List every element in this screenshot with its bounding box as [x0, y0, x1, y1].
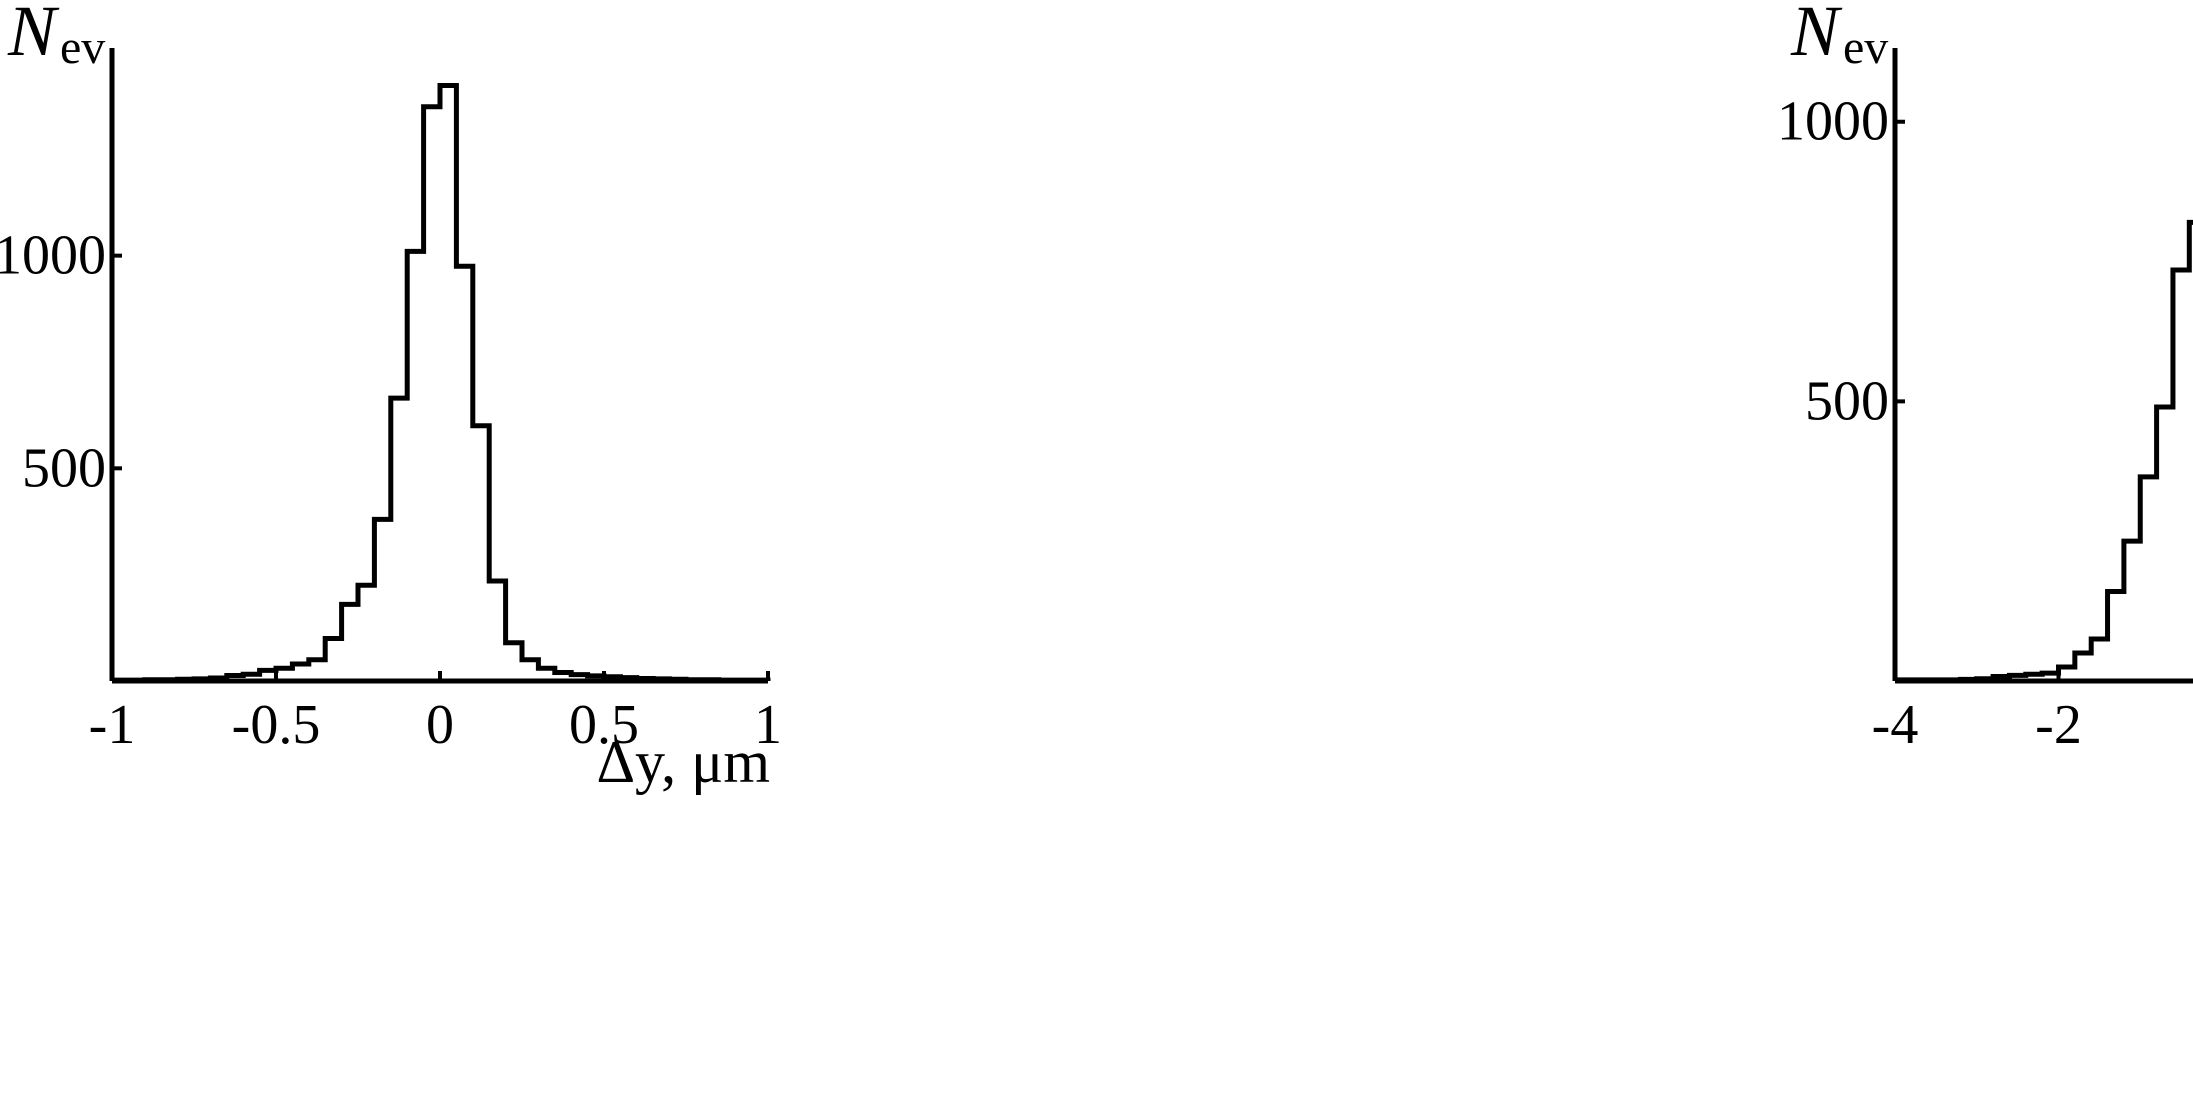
histogram-bin [292, 664, 308, 681]
histogram-bin [2075, 653, 2091, 681]
right-histogram-panel: -4-20245001000NevΔz, μm [1096, 0, 2193, 1115]
histogram-bin [571, 675, 587, 681]
y-tick-label: 1000 [0, 225, 106, 287]
histogram-bin [325, 638, 341, 681]
y-axis-label: N [7, 0, 60, 71]
dy-histogram: -1 -0.5 0 0.5 1 500 1000 N ev Δy, μm [0, 0, 782, 795]
histogram-bin [145, 680, 161, 681]
x-axis-label: Δy, μm [596, 729, 770, 795]
histogram-bin [342, 604, 358, 681]
x-tick-label: 1 [754, 694, 782, 756]
histogram-bin [702, 680, 718, 681]
y-tick-label: 1000 [1777, 91, 1889, 153]
x-tick-label: 0.5 [569, 694, 639, 756]
histogram-bin [735, 680, 751, 681]
histogram-bin [2059, 667, 2075, 681]
histogram-bin [2009, 675, 2025, 681]
histogram-bin [588, 676, 604, 681]
histogram-bin [2189, 222, 2193, 681]
histogram-bin [620, 678, 636, 681]
y-tick-label: 500 [22, 437, 106, 499]
histogram-bin [2173, 270, 2189, 681]
histogram-bin [128, 680, 144, 681]
histogram-bin [670, 679, 686, 681]
histogram-bin [1977, 679, 1993, 681]
x-tick-label: -0.5 [232, 694, 321, 756]
y-axis-label: N [1790, 0, 1843, 71]
histogram-bin [2124, 541, 2140, 681]
histogram-bin [210, 678, 226, 681]
histogram-bin [637, 678, 653, 681]
histogram-bin [456, 266, 472, 681]
x-tick-label: -1 [89, 694, 136, 756]
histogram-bin [1993, 677, 2009, 681]
histogram-bin [243, 674, 259, 681]
y-axis-label-subscript: ev [60, 21, 105, 74]
histogram-bin [194, 679, 210, 681]
histogram-bin [653, 679, 669, 681]
histogram-bin [440, 86, 456, 681]
histogram-bin [752, 680, 768, 681]
histogram-bin [2026, 674, 2042, 681]
histogram-bin [161, 680, 177, 681]
histogram-bin [276, 668, 292, 681]
histogram-bin [260, 670, 276, 681]
histogram-bin [719, 680, 735, 681]
histogram-bin [604, 677, 620, 681]
histogram-bin [522, 660, 538, 681]
histogram-bin [686, 680, 702, 681]
histogram-bin [473, 426, 489, 681]
histogram-bin [227, 675, 243, 681]
histogram-bin [178, 679, 194, 681]
histogram-outline [109, 83, 771, 683]
histogram-bin [538, 668, 554, 681]
histogram-outline [1892, 219, 2193, 683]
histogram-bin [391, 398, 407, 681]
x-tick-label: 0 [426, 694, 454, 756]
histogram-bin [2042, 673, 2058, 681]
histogram-bin [1944, 680, 1960, 681]
histogram-bin [1960, 679, 1976, 681]
histogram-bin [1928, 680, 1944, 681]
y-tick-label: 500 [1805, 370, 1889, 432]
x-tick-label: -2 [2035, 694, 2082, 756]
histogram-bin [2140, 477, 2156, 681]
histogram-bin [358, 585, 374, 681]
histogram-bin [309, 660, 325, 681]
histogram-bin [424, 107, 440, 681]
histogram-bin [112, 680, 128, 681]
histogram-bin [506, 643, 522, 681]
x-tick-label: -4 [1872, 694, 1919, 756]
histogram-bin [374, 519, 390, 681]
y-axis-label-subscript: ev [1843, 21, 1888, 74]
histogram-bin [407, 251, 423, 681]
dz-histogram: -4-20245001000NevΔz, μm [1777, 0, 2193, 756]
histogram-bin [1911, 680, 1927, 681]
histogram-bin [555, 672, 571, 681]
histogram-bin [2091, 639, 2107, 681]
histogram-bin [489, 581, 505, 681]
histogram-bin [1895, 680, 1911, 681]
histogram-bin [2108, 592, 2124, 681]
histogram-bin [2157, 407, 2173, 681]
